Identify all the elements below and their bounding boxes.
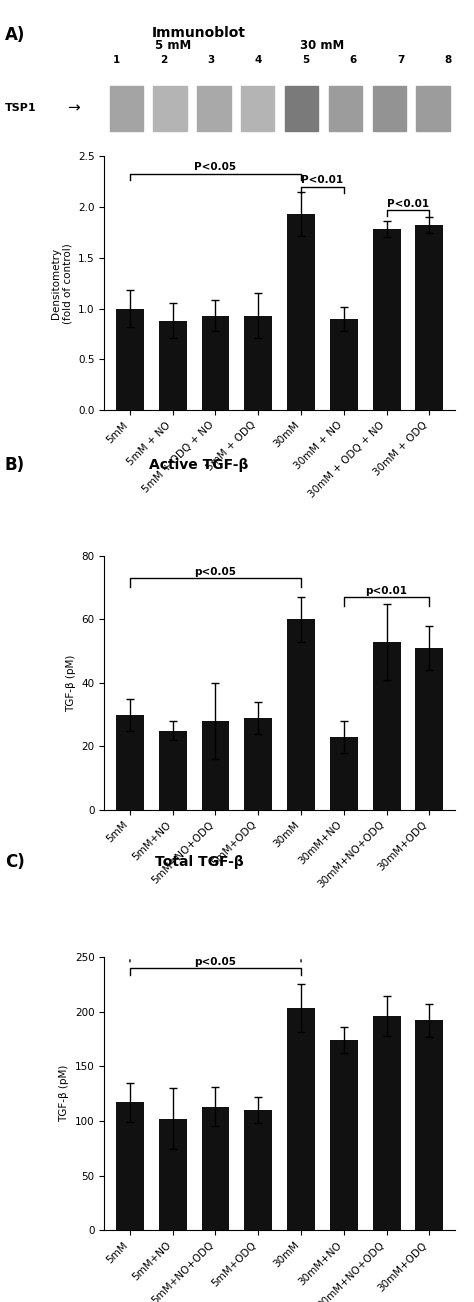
Text: p<0.05: p<0.05 (194, 957, 237, 966)
Bar (241, 86, 274, 132)
Text: 5: 5 (302, 55, 310, 65)
Text: A): A) (5, 26, 25, 44)
Text: 2: 2 (160, 55, 167, 65)
Text: 4: 4 (255, 55, 262, 65)
Text: 7: 7 (397, 55, 404, 65)
Bar (287, 620, 315, 810)
Text: 6: 6 (349, 55, 357, 65)
Bar (330, 319, 358, 410)
Bar (417, 86, 450, 132)
Bar (416, 1021, 443, 1230)
Bar (373, 1016, 401, 1230)
Text: TSP1: TSP1 (5, 103, 36, 113)
Text: P<0.01: P<0.01 (301, 176, 344, 185)
Text: P<0.01: P<0.01 (387, 199, 429, 208)
Bar (159, 1118, 187, 1230)
Text: Active TGF-β: Active TGF-β (149, 458, 249, 473)
Bar (201, 1107, 229, 1230)
Bar (416, 225, 443, 410)
Bar (116, 715, 144, 810)
Bar (154, 86, 187, 132)
Bar (416, 648, 443, 810)
Bar (245, 315, 272, 410)
Bar (201, 721, 229, 810)
Text: p<0.01: p<0.01 (365, 586, 408, 596)
Bar (245, 1111, 272, 1230)
Bar (201, 315, 229, 410)
Bar (329, 86, 362, 132)
Text: →: → (67, 100, 80, 116)
Bar (330, 1040, 358, 1230)
Y-axis label: Densitometry
(fold of control): Densitometry (fold of control) (51, 242, 73, 324)
Bar (287, 1008, 315, 1230)
Text: P<0.05: P<0.05 (194, 163, 237, 172)
Bar (330, 737, 358, 810)
Bar (285, 86, 318, 132)
Y-axis label: TGF-β (pM): TGF-β (pM) (59, 1065, 69, 1122)
Bar (197, 86, 230, 132)
Bar (373, 642, 401, 810)
Bar (159, 730, 187, 810)
Text: B): B) (5, 456, 25, 474)
Bar (287, 214, 315, 410)
Text: 8: 8 (444, 55, 452, 65)
Text: 30 mM: 30 mM (300, 39, 345, 52)
Bar (116, 309, 144, 410)
Bar (373, 229, 401, 410)
Text: p<0.05: p<0.05 (194, 566, 237, 577)
Text: Total TGF-β: Total TGF-β (155, 855, 244, 870)
Bar (159, 320, 187, 410)
Bar (245, 717, 272, 810)
Text: C): C) (5, 853, 25, 871)
Text: 1: 1 (112, 55, 120, 65)
Text: Immunoblot: Immunoblot (152, 26, 246, 40)
Bar (373, 86, 406, 132)
Bar (116, 1103, 144, 1230)
Text: 3: 3 (207, 55, 215, 65)
Text: 5 mM: 5 mM (155, 39, 191, 52)
Y-axis label: TGF-β (pM): TGF-β (pM) (66, 654, 76, 712)
Bar (109, 86, 143, 132)
